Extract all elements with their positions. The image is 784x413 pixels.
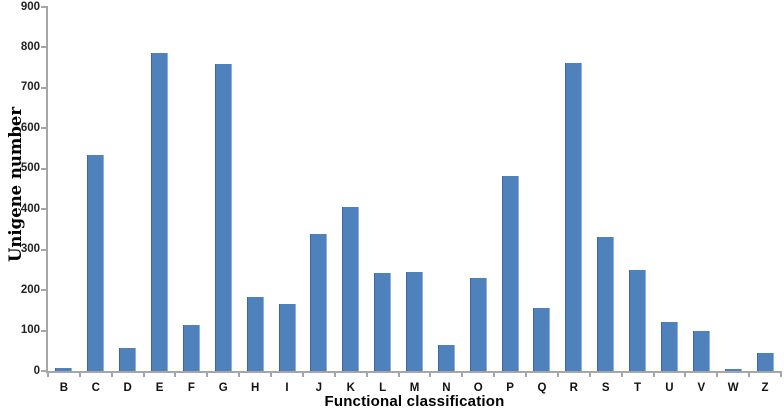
x-axis-tick [780, 371, 782, 377]
x-axis-tick [716, 371, 719, 377]
bar-B [55, 367, 73, 371]
bar-M [406, 271, 423, 371]
x-axis-tick [525, 371, 528, 377]
bar-O [469, 278, 487, 371]
x-axis-tick [142, 371, 145, 377]
x-axis-tick [47, 371, 49, 377]
y-axis-tick [41, 248, 48, 251]
y-tick-label: 200 [20, 283, 40, 296]
bar-D [119, 347, 137, 371]
bar-H [246, 297, 264, 371]
x-tick-label: Q [537, 382, 547, 394]
x-tick-label: K [346, 382, 355, 394]
y-tick-label: 700 [20, 81, 40, 94]
bar-V [692, 330, 710, 371]
x-axis-tick [238, 371, 241, 377]
x-tick-label: T [634, 382, 642, 394]
x-tick-label: V [697, 382, 706, 394]
x-tick-label: P [506, 382, 514, 394]
x-tick-label: S [601, 382, 610, 394]
y-tick-label: 600 [20, 121, 40, 134]
x-axis-tick [110, 371, 113, 377]
x-axis-tick [365, 371, 368, 377]
x-axis-tick [397, 371, 400, 377]
x-axis-tick [493, 371, 496, 377]
x-axis-tick [461, 371, 464, 377]
y-axis-title: Unigene number [6, 106, 25, 262]
x-axis-tick [684, 371, 687, 377]
y-axis-tick [41, 167, 48, 170]
x-tick-label: J [315, 382, 323, 394]
x-axis-tick [174, 371, 177, 377]
x-tick-label: E [155, 382, 164, 394]
y-tick-label: 400 [20, 202, 40, 215]
y-axis-tick [41, 329, 48, 332]
y-tick-label: 800 [20, 40, 40, 53]
bar-T [629, 269, 647, 371]
x-axis-tick [301, 371, 304, 377]
bar-I [278, 303, 296, 371]
x-tick-label: C [91, 382, 100, 394]
x-tick-label: H [250, 382, 260, 394]
y-axis-tick [41, 370, 48, 372]
bar-N [437, 345, 455, 371]
x-axis-tick [556, 371, 559, 377]
x-axis-title: Functional classification [324, 393, 505, 410]
bar-K [342, 207, 360, 371]
bar-P [501, 176, 519, 371]
x-axis-tick [588, 371, 591, 377]
x-tick-label: B [59, 382, 69, 394]
x-tick-label: N [442, 382, 451, 394]
bar-R [565, 63, 583, 371]
bar-J [310, 234, 328, 371]
bar-S [597, 236, 615, 371]
x-axis-tick [333, 371, 336, 377]
bar-F [182, 325, 200, 371]
x-tick-label: F [187, 382, 195, 394]
x-axis-tick [748, 371, 751, 377]
x-tick-label: L [379, 382, 387, 394]
x-tick-label: R [569, 382, 578, 394]
x-axis-tick [270, 371, 273, 377]
bar-Z [756, 353, 774, 371]
y-axis-line [46, 6, 48, 373]
y-tick-label: 500 [20, 162, 40, 175]
x-axis-tick [78, 371, 81, 377]
x-axis-line [46, 371, 782, 373]
bar-W [724, 369, 742, 371]
x-tick-label: D [123, 382, 132, 394]
x-tick-label: I [285, 382, 289, 394]
y-tick-label: 0 [33, 364, 40, 377]
x-tick-label: M [409, 382, 420, 394]
x-tick-label: Z [761, 382, 769, 394]
y-axis-tick [41, 208, 48, 211]
y-axis-tick [41, 86, 48, 89]
bar-U [660, 322, 678, 371]
bar-Q [533, 307, 551, 371]
y-axis-tick [41, 289, 48, 292]
x-tick-label: G [218, 382, 228, 394]
x-axis-tick [206, 371, 209, 377]
x-axis-tick [429, 371, 432, 377]
plot-area: 0 100 200 300 400 500 600 700 800 900 B C D E F G H I J K L M… [21, 1, 782, 394]
x-axis-tick [620, 371, 623, 377]
y-axis-tick [41, 46, 48, 49]
y-axis-tick [41, 127, 48, 130]
y-tick-label: 100 [20, 324, 40, 337]
y-tick-label: 300 [20, 243, 40, 256]
x-tick-label: O [473, 382, 483, 394]
bar-G [214, 64, 232, 371]
x-tick-label: U [665, 382, 674, 394]
bar-C [87, 155, 105, 371]
bar-L [374, 272, 392, 371]
x-tick-label: W [727, 382, 739, 394]
bar-E [151, 52, 169, 371]
x-axis-tick [652, 371, 655, 377]
y-tick-label: 900 [20, 0, 40, 13]
y-axis-tick [41, 6, 48, 8]
